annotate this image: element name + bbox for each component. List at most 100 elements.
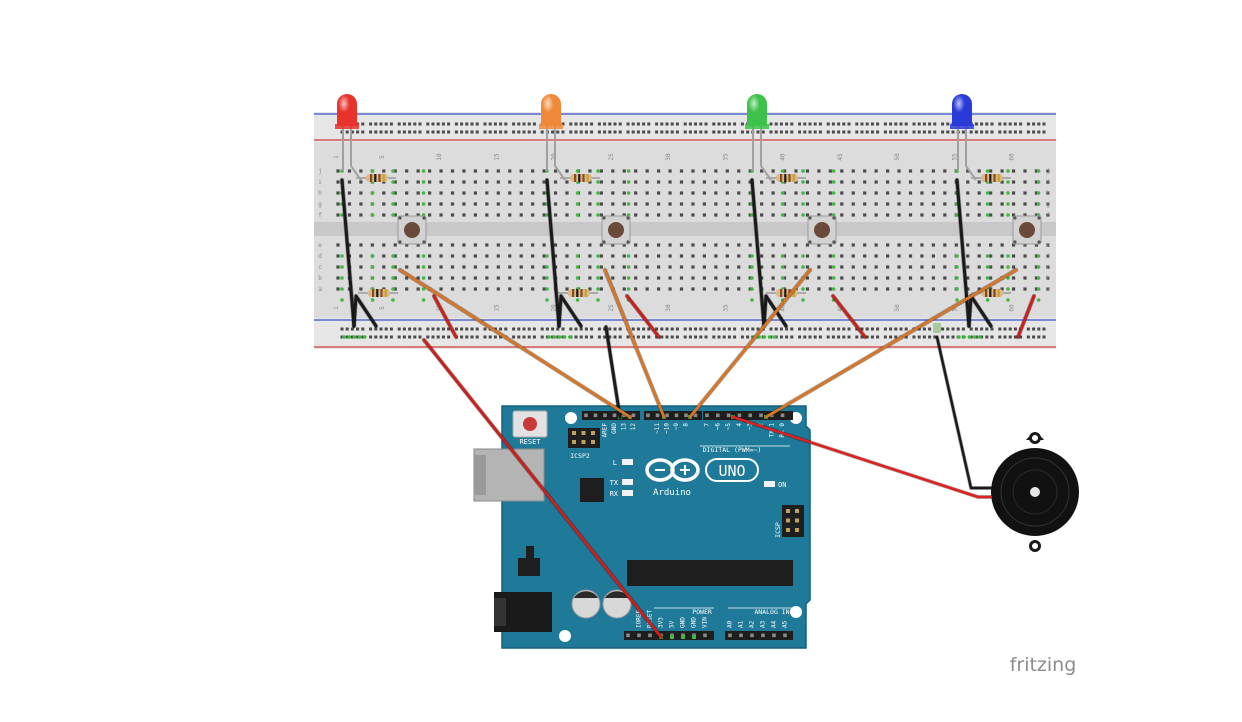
breadboard-hole: [874, 202, 878, 206]
breadboard-hole: [886, 254, 890, 258]
rail-hole: [889, 130, 893, 134]
digital-header-1[interactable]: [582, 411, 640, 420]
column-number: 1: [333, 155, 340, 159]
rail-hole: [904, 335, 908, 339]
rail-hole: [470, 130, 474, 134]
breadboard-hole: [840, 180, 844, 184]
rail-hole: [761, 130, 765, 134]
digital-pin-label: 13: [621, 423, 628, 431]
breadboard-hole: [1023, 287, 1027, 291]
breadboard-hole: [382, 202, 386, 206]
analog-header[interactable]: [725, 631, 793, 640]
connected-hole: [831, 169, 836, 173]
breadboard-hole: [1046, 213, 1050, 217]
column-number: 35: [722, 153, 729, 161]
breadboard-hole: [782, 169, 787, 173]
voltage-regulator-tab: [526, 546, 534, 558]
breadboard-hole: [908, 202, 913, 206]
breadboard-hole: [1011, 254, 1016, 258]
digital-label: DIGITAL (PWM=~): [703, 446, 762, 454]
breadboard-hole: [565, 287, 569, 291]
rail-hole: [1013, 327, 1017, 331]
rail-hole: [483, 327, 487, 331]
rail-hole: [985, 122, 989, 126]
rail-hole: [912, 122, 916, 126]
breadboard-hole: [531, 191, 535, 195]
rail-hole: [447, 327, 451, 331]
icsp2-pin: [572, 440, 576, 444]
rail-hole: [603, 335, 607, 339]
reset-button-cap[interactable]: [523, 417, 537, 431]
rail-hole: [389, 335, 393, 339]
connected-hole: [801, 265, 805, 269]
breadboard-hole: [428, 265, 432, 269]
connected-hole: [801, 202, 805, 206]
breadboard-hole: [920, 287, 924, 291]
push-button: [1012, 215, 1042, 245]
rail-hole: [894, 327, 898, 331]
rail-hole: [350, 335, 354, 339]
rail-hole: [876, 122, 880, 126]
connected-hole: [370, 298, 375, 302]
breadboard-hole: [989, 254, 993, 258]
connected-hole: [421, 202, 426, 206]
rail-hole: [660, 130, 664, 134]
rail-hole: [389, 130, 393, 134]
breadboard-hole: [508, 191, 512, 195]
breadboard-hole: [943, 276, 947, 280]
resistor-band: [572, 289, 575, 297]
rail-hole: [847, 327, 851, 331]
rail-hole: [475, 130, 479, 134]
breadboard-hole: [851, 202, 855, 206]
breadboard-hole: [393, 254, 397, 258]
breadboard-hole: [531, 180, 535, 184]
rail-hole: [803, 122, 807, 126]
breadboard-hole: [634, 265, 638, 269]
rail-hole: [1026, 335, 1030, 339]
breadboard-hole: [611, 169, 615, 173]
digital-header-3[interactable]: [703, 411, 793, 420]
rail-hole: [361, 335, 365, 339]
rail-hole: [779, 327, 783, 331]
rail-hole: [769, 327, 773, 331]
rail-hole: [465, 130, 469, 134]
rail-hole: [808, 130, 812, 134]
breadboard-hole: [496, 254, 500, 258]
rail-hole: [1008, 122, 1012, 126]
row-letter: b: [318, 275, 322, 282]
breadboard-hole: [542, 254, 546, 258]
power-header[interactable]: [624, 631, 714, 640]
breadboard-hole: [485, 169, 489, 173]
row-letter: j: [318, 168, 322, 175]
connected-hole: [750, 265, 754, 269]
power-pin-label: IOREF: [636, 610, 643, 628]
rail-hole: [933, 130, 937, 134]
rail-hole: [597, 122, 601, 126]
breadboard-hole: [1023, 180, 1027, 184]
breadboard-hole: [1023, 213, 1027, 217]
rail-hole: [665, 122, 669, 126]
power-pin-hole: [637, 633, 641, 638]
breadboard-hole: [645, 287, 649, 291]
breadboard-hole: [393, 265, 397, 269]
rail-hole: [722, 130, 726, 134]
breadboard-hole: [336, 254, 340, 258]
rail-hole: [798, 130, 802, 134]
connected-hole: [750, 254, 754, 258]
rail-hole: [504, 122, 508, 126]
row-letter: j: [1046, 168, 1050, 175]
rail-hole: [475, 335, 479, 339]
breadboard-hole: [393, 180, 397, 184]
digital-header-2[interactable]: [644, 411, 702, 420]
breadboard-hole: [920, 202, 924, 206]
ground-wire: [352, 294, 378, 328]
connected-hole: [421, 298, 426, 302]
breadboard-hole: [622, 202, 626, 206]
breadboard-hole: [622, 213, 626, 217]
resistor-band: [989, 289, 992, 297]
push-button-pin: [626, 216, 630, 220]
analog-pin-hole: [783, 633, 787, 638]
breadboard-hole: [634, 287, 638, 291]
connected-hole: [780, 202, 785, 206]
column-number: 60: [1009, 153, 1016, 161]
